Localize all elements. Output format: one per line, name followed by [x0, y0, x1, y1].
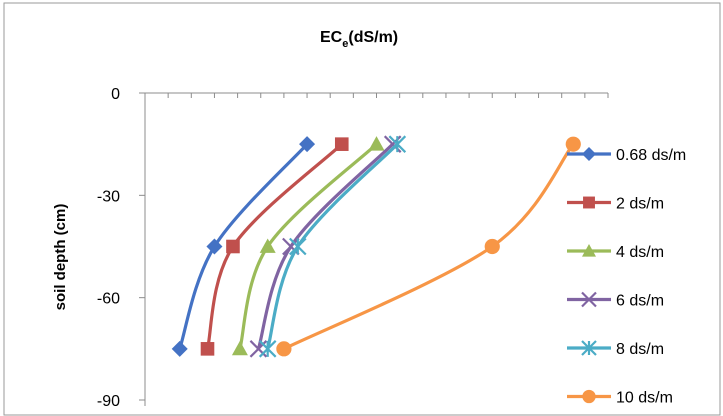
legend-label: 0.68 ds/m	[616, 147, 686, 164]
legend-label: 4 ds/m	[616, 244, 664, 261]
series-5	[258, 135, 407, 358]
data-point	[334, 137, 349, 151]
legend-entry: 2 ds/m	[567, 196, 664, 213]
legend-entry: 8 ds/m	[567, 340, 664, 358]
data-point	[259, 238, 276, 253]
data-point	[583, 196, 595, 209]
legend-entry: 4 ds/m	[567, 244, 664, 261]
legend-label: 8 ds/m	[616, 341, 664, 358]
data-point	[200, 342, 215, 356]
data-point	[582, 244, 596, 257]
legend-entry: 0.68 ds/m	[567, 147, 686, 164]
data-point	[368, 136, 385, 151]
legend: 0.68 ds/m 2 ds/m 4 ds/m 6 ds/m 8 ds/m 10 ds/m	[567, 147, 686, 407]
y-axis-label: soil depth (cm)	[52, 204, 69, 311]
legend-entry: 6 ds/m	[567, 291, 664, 310]
y-tick-label: -60	[97, 291, 120, 308]
data-point	[581, 340, 597, 356]
legend-label: 6 ds/m	[616, 293, 664, 310]
data-point	[581, 291, 597, 308]
data-point	[289, 237, 307, 256]
data-point	[565, 136, 581, 152]
data-point	[388, 135, 407, 153]
chart-title-subscript: e	[342, 38, 348, 50]
series-line	[282, 142, 575, 351]
chart-title-main: EC	[320, 29, 343, 46]
data-point	[582, 389, 596, 404]
series-2	[200, 137, 349, 356]
data-point	[231, 340, 248, 356]
series-6	[276, 136, 581, 357]
legend-label: 2 ds/m	[616, 196, 664, 213]
data-point	[276, 341, 292, 357]
chart-title: ECe(dS/m)	[320, 29, 398, 50]
data-point	[206, 238, 223, 255]
series-3	[231, 136, 385, 356]
chart-border	[3, 2, 721, 416]
legend-label: 10 ds/m	[616, 390, 673, 407]
data-point	[226, 239, 240, 254]
data-point	[484, 238, 500, 255]
series-layer	[171, 135, 581, 358]
y-tick-label: -90	[97, 393, 120, 410]
series-1	[171, 136, 316, 357]
y-tick-label: 0	[111, 86, 120, 103]
chart-title-suffix: (dS/m)	[348, 29, 398, 46]
data-point	[171, 340, 188, 357]
legend-entry: 10 ds/m	[567, 390, 673, 407]
axes-layer: 0 -30 -60 -90	[97, 86, 609, 410]
data-point	[582, 147, 596, 161]
data-point	[299, 136, 316, 153]
data-point	[258, 340, 277, 358]
y-tick-label: -30	[97, 188, 120, 205]
